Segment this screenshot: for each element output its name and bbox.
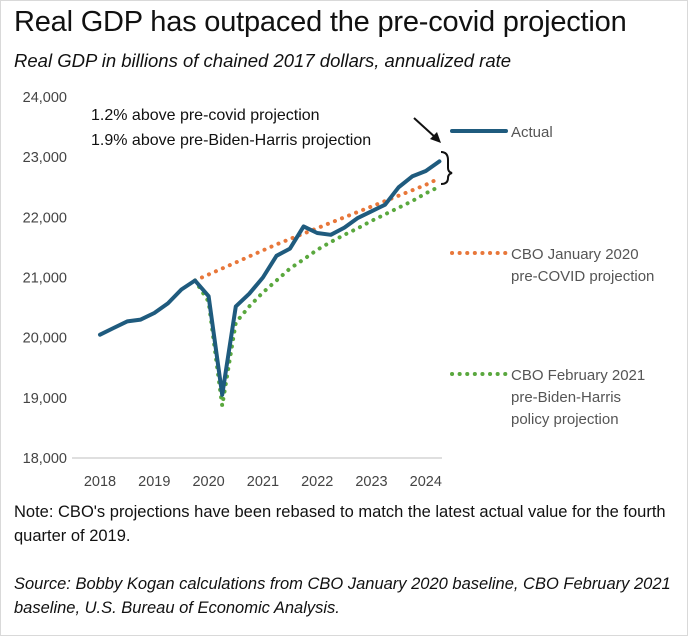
x-tick-label: 2024 xyxy=(410,474,442,490)
series-line-actual xyxy=(98,159,442,397)
legend-label: policy projection xyxy=(511,411,619,428)
y-tick-label: 19,000 xyxy=(23,391,67,407)
x-tick-label: 2021 xyxy=(247,474,279,490)
annotation-arrow xyxy=(413,117,437,139)
y-tick-label: 24,000 xyxy=(23,90,67,106)
legend-label: pre-COVID projection xyxy=(511,268,654,285)
x-tick-label: 2023 xyxy=(355,474,387,490)
series-line-cbo-2020 xyxy=(193,176,442,283)
y-tick-label: 23,000 xyxy=(23,150,67,166)
x-tick-label: 2022 xyxy=(301,474,333,490)
chart-series xyxy=(98,159,442,408)
legend-label: CBO January 2020 xyxy=(511,246,639,263)
x-tick-label: 2019 xyxy=(138,474,170,490)
gdp-line-chart: 18,000 19,000 20,000 21,000 22,000 23,000 24,0… xyxy=(23,90,655,490)
chart-subtitle: Real GDP in billions of chained 2017 dol… xyxy=(14,50,512,71)
annotation-brace xyxy=(440,151,453,185)
legend-label: pre-Biden-Harris xyxy=(511,389,621,406)
y-tick-label: 21,000 xyxy=(23,271,67,287)
y-tick-label: 22,000 xyxy=(23,210,67,226)
chart-axes: 18,000 19,000 20,000 21,000 22,000 23,000 24,0… xyxy=(23,90,442,490)
legend-label: CBO February 2021 xyxy=(511,367,645,384)
x-tick-label: 2018 xyxy=(84,474,116,490)
annotation-arrowhead xyxy=(430,132,441,143)
y-tick-label: 20,000 xyxy=(23,331,67,347)
series-line-cbo-2021 xyxy=(193,184,442,408)
annotation-text: 1.2% above pre-covid projection xyxy=(91,107,320,124)
chart-title: Real GDP has outpaced the pre-covid proj… xyxy=(14,6,627,38)
y-tick-label: 18,000 xyxy=(23,451,67,467)
chart-source: Source: Bobby Kogan calculations from CB… xyxy=(14,575,671,617)
chart-annotations: 1.2% above pre-covid projection 1.9% abov… xyxy=(91,107,453,185)
x-tick-label: 2020 xyxy=(192,474,224,490)
legend-label: Actual xyxy=(511,124,553,141)
chart-legend: Actual CBO January 2020 pre-COVID projecti… xyxy=(450,124,654,428)
chart-note: Note: CBO's projections have been rebase… xyxy=(14,503,666,545)
annotation-text: 1.9% above pre-Biden-Harris projection xyxy=(91,132,371,149)
